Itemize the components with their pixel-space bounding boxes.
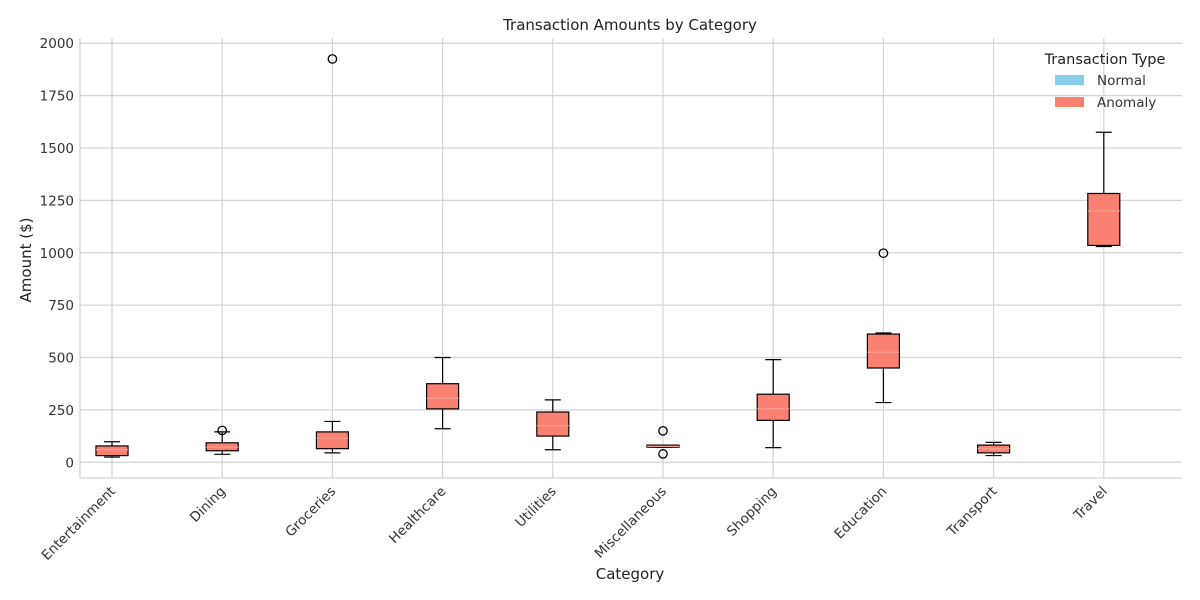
x-tick-label: Groceries <box>282 484 339 541</box>
box-utilities <box>536 399 570 451</box>
x-axis-label: Category <box>596 565 665 583</box>
legend-swatch-normal <box>1055 75 1084 85</box>
legend-swatch-anomaly <box>1055 97 1084 107</box>
box-travel <box>1087 131 1121 248</box>
x-tick-label: Shopping <box>724 484 780 540</box>
outlier-point <box>878 248 889 259</box>
legend-label-anomaly: Anomaly <box>1097 95 1156 111</box>
chart-title: Transaction Amounts by Category <box>502 16 757 34</box>
legend-entries: Normal Anomaly <box>1055 73 1156 111</box>
box-groceries <box>315 54 349 454</box>
box-body <box>1087 192 1121 247</box>
legend-title: Transaction Type <box>1044 52 1166 68</box>
y-tick-label: 750 <box>48 298 74 314</box>
x-tick-label: Education <box>831 484 890 543</box>
x-tick-label: Miscellaneous <box>592 484 670 562</box>
box-healthcare <box>426 356 460 430</box>
box-body <box>536 411 570 437</box>
box-education <box>866 248 901 404</box>
box-entertainment <box>95 441 129 458</box>
y-axis-label: Amount ($) <box>17 218 35 303</box>
outlier-point <box>658 449 668 459</box>
box-body <box>756 393 790 421</box>
x-tick-label: Healthcare <box>386 484 449 547</box>
y-tick-label: 1500 <box>40 141 74 157</box>
box-miscellaneous <box>646 426 680 459</box>
y-tick-label: 500 <box>48 351 74 367</box>
y-tick-label: 1000 <box>40 246 74 262</box>
box-shopping <box>756 359 790 449</box>
x-tick-label: Transport <box>944 484 1001 541</box>
x-tick-label: Entertainment <box>39 484 119 564</box>
y-tick-label: 1750 <box>40 89 74 105</box>
grid-layer <box>80 38 1182 478</box>
ticks-layer: 0 250 500 750 1000 1250 1500 1750 2000 Entertainm… <box>39 36 1111 563</box>
box-dining <box>205 425 239 455</box>
x-tick-label: Utilities <box>512 484 559 531</box>
box-transport <box>976 441 1011 457</box>
x-tick-label: Travel <box>1070 484 1110 524</box>
legend-label-normal: Normal <box>1097 73 1146 89</box>
outlier-point <box>327 54 338 64</box>
box-body <box>866 333 901 369</box>
box-body <box>95 445 129 457</box>
y-tick-label: 0 <box>65 455 74 471</box>
outlier-point <box>217 425 228 436</box>
outlier-point <box>658 426 668 436</box>
box-body <box>315 431 349 450</box>
axes-layer <box>79 38 1182 479</box>
y-tick-label: 250 <box>48 403 74 419</box>
y-tick-label: 2000 <box>40 36 74 52</box>
box-body <box>426 383 460 410</box>
x-tick-label: Dining <box>187 484 229 526</box>
boxes-layer <box>95 54 1121 459</box>
y-tick-label: 1250 <box>40 193 74 209</box>
legend: Transaction Type Normal Anomaly <box>1044 52 1166 111</box>
